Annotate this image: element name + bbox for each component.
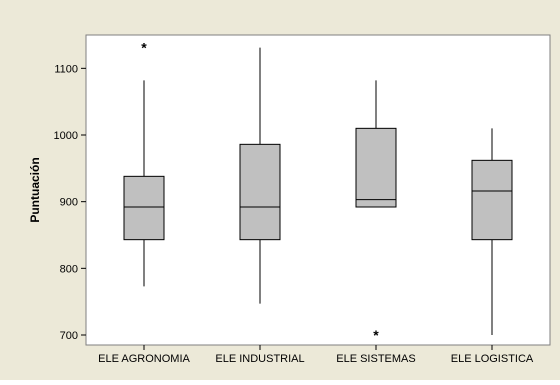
y-tick-label: 700 — [60, 330, 78, 342]
box-ele-logistica — [471, 128, 513, 335]
iqr-box — [123, 175, 165, 241]
x-axis: ELE AGRONOMIA ELE INDUSTRIAL ELE SISTEMAS E… — [98, 345, 534, 365]
x-tick-label: ELE SISTEMAS — [336, 353, 415, 365]
y-tick-label: 1000 — [54, 130, 78, 142]
iqr-box — [471, 159, 513, 241]
y-axis-label: Puntuación — [28, 157, 42, 222]
box-ele-industrial — [239, 47, 281, 304]
outlier-marker: * — [141, 40, 147, 56]
outlier-marker: * — [373, 327, 379, 343]
y-tick-label: 800 — [60, 263, 78, 275]
iqr-box — [239, 143, 281, 241]
x-tick-label: ELE AGRONOMIA — [98, 353, 190, 365]
boxplot-series: ** — [123, 40, 513, 343]
x-tick-label: ELE LOGISTICA — [451, 353, 534, 365]
iqr-box — [355, 127, 397, 208]
y-tick-label: 900 — [60, 197, 78, 209]
y-axis: 700 800 900 1000 1100 — [54, 63, 86, 342]
y-tick-label: 1100 — [54, 63, 78, 75]
x-tick-label: ELE INDUSTRIAL — [215, 353, 304, 365]
box-ele-sistemas: * — [355, 80, 397, 343]
box-ele-agronomia: * — [123, 40, 165, 287]
